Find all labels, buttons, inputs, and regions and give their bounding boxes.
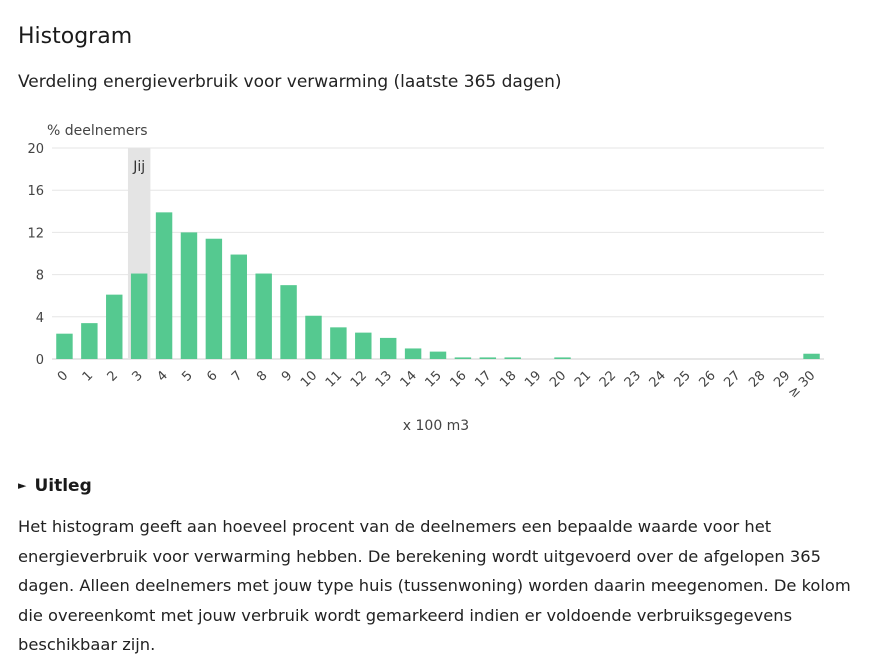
y-tick-label: 20 bbox=[27, 142, 44, 157]
x-tick-label: 28 bbox=[746, 368, 768, 390]
highlight-label: Jij bbox=[132, 159, 145, 175]
x-tick-label: 13 bbox=[373, 368, 395, 390]
bar[interactable] bbox=[255, 273, 272, 359]
x-tick-label: 9 bbox=[279, 368, 295, 384]
bar[interactable] bbox=[429, 351, 447, 359]
y-tick-label: 0 bbox=[36, 353, 44, 368]
chart-subtitle: Verdeling energieverbruik voor verwarmin… bbox=[18, 72, 562, 92]
bar[interactable] bbox=[404, 348, 422, 359]
y-axis-label: % deelnemers bbox=[47, 123, 148, 139]
page-title: Histogram bbox=[18, 24, 133, 49]
bar[interactable] bbox=[205, 238, 223, 359]
x-tick-label: 20 bbox=[547, 368, 569, 390]
x-tick-label: 2 bbox=[105, 368, 121, 384]
y-tick-label: 16 bbox=[27, 184, 44, 199]
triangle-right-icon: ► bbox=[18, 479, 27, 492]
x-tick-label: 14 bbox=[398, 368, 420, 390]
bar[interactable] bbox=[180, 232, 198, 359]
x-tick-labels: 0 1 2 3 4 5 6 7 8 9 10 11 12 13 14 15 16 17 18 19 20 21 22 23 24… bbox=[55, 368, 819, 401]
explanation-text: Het histogram geeft aan hoeveel procent … bbox=[18, 517, 851, 654]
grid-lines bbox=[52, 147, 824, 360]
bar[interactable] bbox=[504, 357, 521, 359]
x-tick-label: 7 bbox=[229, 368, 245, 384]
bar[interactable] bbox=[379, 337, 397, 359]
x-tick-label: 18 bbox=[497, 368, 519, 390]
x-tick-label: 27 bbox=[721, 368, 743, 390]
x-tick-label: 1 bbox=[80, 368, 96, 384]
x-tick-label: 19 bbox=[522, 368, 544, 390]
explanation-toggle-label: Uitleg bbox=[34, 476, 92, 496]
explanation-toggle[interactable]: ► Uitleg bbox=[18, 476, 92, 496]
bar[interactable] bbox=[155, 212, 173, 359]
y-tick-label: 8 bbox=[36, 269, 44, 284]
bar[interactable] bbox=[355, 332, 372, 359]
bar[interactable] bbox=[479, 357, 497, 359]
x-tick-label: 10 bbox=[298, 368, 320, 390]
bars bbox=[56, 212, 820, 359]
bar[interactable] bbox=[106, 294, 123, 359]
histogram-chart: Jij 0 4 8 12 16 20 0 1 2 3 4 5 6 7 8 9 10 11 12 13 14 15 16 17… bbox=[0, 110, 882, 450]
x-tick-label: 26 bbox=[696, 368, 718, 390]
bar[interactable] bbox=[330, 327, 347, 359]
x-axis-label: x 100 m3 bbox=[403, 418, 469, 434]
x-tick-label: 5 bbox=[179, 368, 195, 384]
x-tick-label: 25 bbox=[672, 368, 694, 390]
x-tick-label: 4 bbox=[154, 368, 170, 384]
bar[interactable] bbox=[56, 333, 73, 359]
x-tick-label: 21 bbox=[572, 368, 594, 390]
x-tick-label: 6 bbox=[204, 368, 220, 384]
bar[interactable] bbox=[81, 323, 98, 359]
x-tick-label: 11 bbox=[323, 368, 345, 390]
x-tick-label: 24 bbox=[647, 368, 669, 390]
y-tick-label: 12 bbox=[27, 226, 44, 241]
x-tick-label: 22 bbox=[597, 368, 619, 390]
bar[interactable] bbox=[305, 315, 322, 359]
x-tick-label: 3 bbox=[130, 368, 146, 384]
x-tick-label: 23 bbox=[622, 368, 644, 390]
y-tick-labels: 0 4 8 12 16 20 bbox=[27, 142, 44, 368]
x-tick-label: 17 bbox=[472, 368, 494, 390]
bar[interactable] bbox=[280, 285, 297, 359]
x-tick-label: 0 bbox=[55, 368, 71, 384]
bar[interactable] bbox=[554, 357, 571, 359]
x-tick-label: 8 bbox=[254, 368, 270, 384]
bar[interactable] bbox=[454, 357, 472, 359]
x-tick-label: 16 bbox=[447, 368, 469, 390]
y-tick-label: 4 bbox=[36, 311, 44, 326]
bar[interactable] bbox=[803, 353, 820, 359]
x-tick-label: ≥ 30 bbox=[785, 368, 818, 401]
bar[interactable] bbox=[230, 254, 247, 359]
bar[interactable] bbox=[130, 273, 148, 359]
x-tick-label: 15 bbox=[423, 368, 445, 390]
x-tick-label: 12 bbox=[348, 368, 370, 390]
